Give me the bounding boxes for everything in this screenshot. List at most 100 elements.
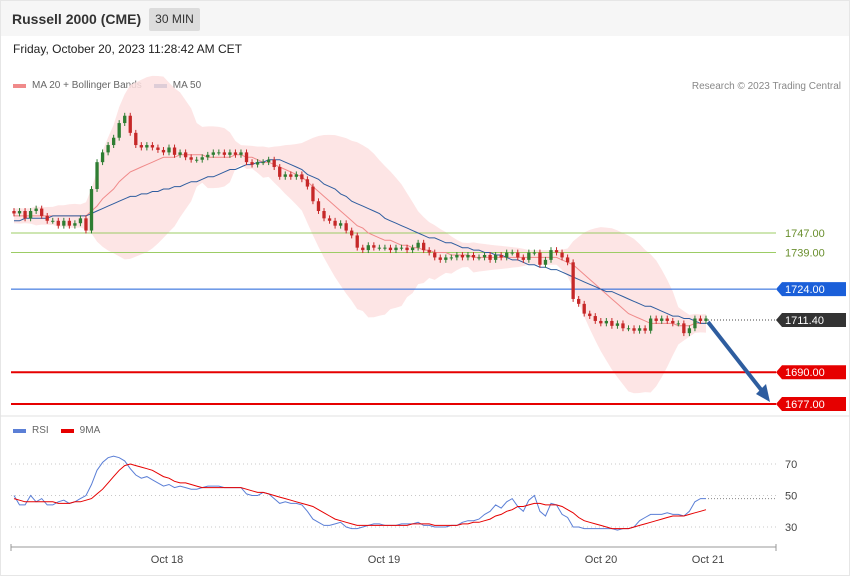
candle-body: [311, 186, 315, 202]
candle-body: [283, 174, 287, 177]
price-tag-1724.00: [776, 282, 846, 297]
candle-body: [532, 252, 537, 254]
candle-body: [637, 328, 642, 331]
candle-body: [632, 328, 636, 331]
candle-body: [704, 318, 708, 321]
candle-body: [123, 115, 127, 124]
candle-body: [654, 318, 658, 321]
candle-body: [161, 149, 166, 153]
candle-body: [493, 254, 498, 260]
candle-body: [12, 211, 16, 214]
candle-body: [682, 323, 686, 334]
candle-body: [56, 220, 60, 226]
candle-body: [51, 220, 55, 222]
price-tag-1677.00: [776, 397, 846, 411]
x-tick-label: Oct 21: [692, 554, 724, 566]
candle-body: [327, 218, 332, 221]
candle-body: [167, 147, 171, 153]
candle-body: [278, 167, 282, 177]
candle-body: [45, 215, 49, 221]
candle-body: [62, 220, 66, 226]
candle-body: [350, 230, 354, 236]
candle-body: [660, 318, 664, 321]
candle-body: [100, 152, 105, 163]
candle-body: [565, 257, 570, 263]
candle-body: [300, 174, 304, 180]
candle-body: [693, 318, 697, 329]
candle-body: [577, 298, 581, 304]
price-tag-1690.00: [776, 365, 846, 380]
candle-body: [222, 152, 227, 155]
rsi-legend: RSI 9MA: [13, 425, 100, 436]
timeframe-button[interactable]: 30 MIN: [149, 8, 200, 31]
candle-body: [200, 157, 204, 160]
candle-body: [244, 152, 249, 163]
candle-body: [261, 162, 265, 164]
projection-arrowhead: [756, 384, 770, 402]
candle-body: [388, 247, 393, 251]
candle-body: [117, 123, 121, 138]
candle-body: [554, 250, 559, 253]
candle-body: [217, 152, 221, 154]
candle-body: [433, 252, 437, 258]
candle-body: [34, 208, 38, 212]
candle-body: [394, 247, 398, 251]
candle-body: [333, 220, 337, 226]
instrument-title: Russell 2000 (CME): [12, 11, 142, 27]
candle-body: [366, 245, 370, 251]
candle-body: [84, 218, 88, 231]
candle-body: [344, 223, 348, 231]
x-tick-label: Oct 18: [151, 554, 183, 566]
candle-body: [195, 159, 199, 161]
candle-body: [610, 320, 614, 326]
legend-9ma-swatch: [60, 428, 74, 433]
candle-body: [172, 147, 177, 155]
candle-body: [156, 147, 160, 150]
candle-body: [665, 318, 669, 321]
candle-body: [134, 132, 138, 146]
candle-body: [549, 250, 553, 260]
candle-body: [604, 320, 609, 324]
candle-body: [516, 252, 520, 258]
candle-body: [538, 252, 542, 265]
candle-body: [416, 242, 420, 248]
candle-body: [372, 245, 376, 248]
candle-body: [28, 211, 33, 219]
candle-body: [588, 313, 592, 317]
candle-body: [455, 254, 459, 258]
price-label-1690.00: 1690.00: [785, 367, 825, 379]
price-tag-1711.40: [776, 312, 846, 327]
price-label-1711.40: 1711.40: [785, 315, 824, 327]
candle-body: [272, 159, 276, 168]
candle-body: [521, 257, 525, 260]
candle-body: [189, 157, 193, 160]
candle-body: [466, 254, 470, 258]
candle-body: [322, 211, 326, 219]
price-label-1724.00: 1724.00: [785, 284, 825, 296]
candles-group: [12, 112, 708, 337]
x-tick-label: Oct 20: [585, 554, 617, 566]
candle-body: [106, 145, 110, 153]
candle-body: [67, 220, 72, 226]
candle-body: [250, 162, 254, 165]
candle-body: [438, 257, 442, 260]
candle-body: [23, 211, 27, 219]
candle-body: [289, 174, 293, 177]
candle-body: [510, 252, 514, 254]
candle-body: [405, 247, 409, 251]
candle-body: [626, 328, 631, 330]
rsi-9ma-line: [13, 463, 707, 530]
candle-body: [543, 259, 548, 265]
candle-body: [643, 328, 647, 331]
price-label-1739.00: 1739.00: [785, 248, 825, 260]
candle-body: [139, 145, 143, 148]
candle-body: [183, 152, 188, 158]
candle-body: [687, 328, 692, 334]
candle-body: [676, 323, 680, 325]
legend-rsi-swatch: [13, 428, 26, 433]
candle-body: [89, 189, 94, 231]
candle-body: [178, 152, 182, 155]
candle-body: [128, 115, 132, 133]
rsi-tick-30: 30: [785, 522, 797, 534]
candle-body: [206, 154, 210, 158]
